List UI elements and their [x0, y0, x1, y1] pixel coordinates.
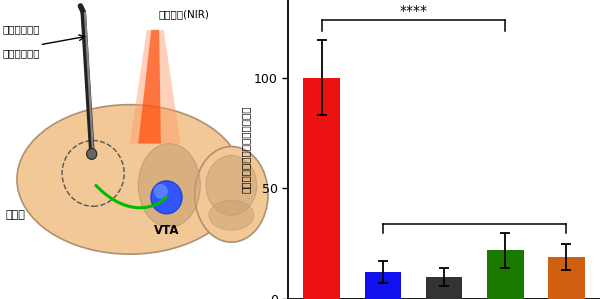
- Circle shape: [154, 184, 168, 199]
- Bar: [487, 250, 524, 299]
- Bar: [548, 257, 585, 299]
- Bar: [365, 272, 401, 299]
- Ellipse shape: [206, 155, 257, 215]
- Text: 線条体: 線条体: [5, 210, 26, 220]
- Circle shape: [86, 149, 97, 159]
- Ellipse shape: [195, 147, 268, 242]
- Ellipse shape: [209, 200, 254, 230]
- Text: ドーパミンの: ドーパミンの: [3, 24, 40, 34]
- Polygon shape: [130, 30, 181, 144]
- Ellipse shape: [138, 144, 200, 227]
- Text: 放出量を測定: 放出量を測定: [3, 48, 40, 58]
- Circle shape: [151, 181, 182, 214]
- Polygon shape: [138, 30, 161, 144]
- Text: ****: ****: [400, 4, 427, 18]
- Text: 近赤外線(NIR): 近赤外線(NIR): [158, 9, 209, 19]
- Ellipse shape: [17, 105, 242, 254]
- Bar: [426, 277, 463, 299]
- Y-axis label: ドーパミンの相対放出率（％）: ドーパミンの相対放出率（％）: [241, 106, 251, 193]
- Text: VTA: VTA: [154, 224, 179, 237]
- Bar: [304, 77, 340, 299]
